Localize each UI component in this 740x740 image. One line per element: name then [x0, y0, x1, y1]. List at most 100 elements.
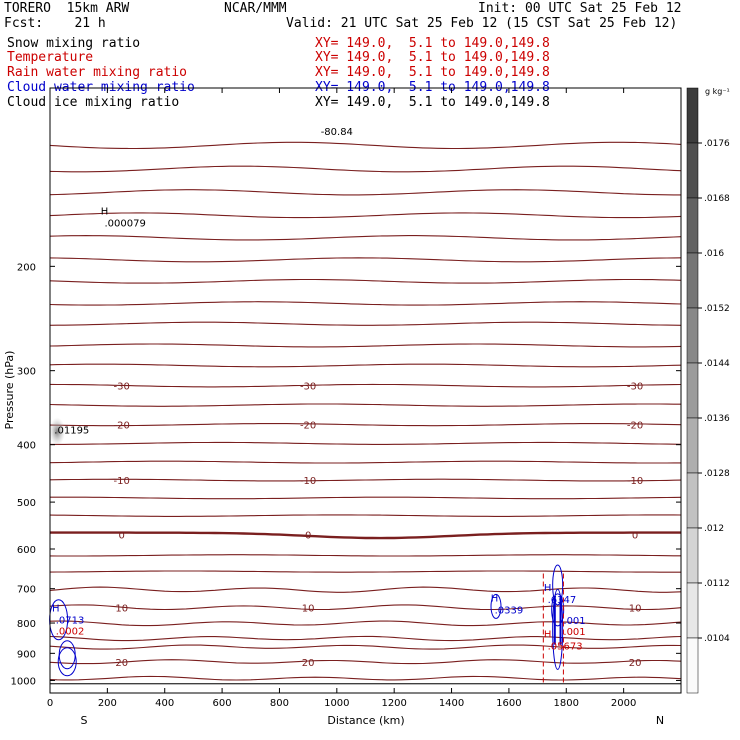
colorbar-label: .0168: [704, 194, 730, 204]
colorbar-label: .016: [704, 249, 724, 259]
isotherm-label: -30: [114, 382, 130, 393]
isotherm-line: [50, 514, 681, 517]
isotherm-label: 10: [302, 603, 315, 614]
cloud-water-contour: [58, 640, 76, 670]
field-rain: Rain water mixing ratio: [7, 65, 188, 80]
isotherm-line: [50, 496, 681, 500]
colorbar-unit: g kg⁻¹: [705, 87, 730, 96]
colorbar-segment: [686, 87, 699, 144]
field-temperature: Temperature: [7, 50, 94, 65]
x-tick-label: 1000: [324, 698, 349, 709]
center-title: NCAR/MMM: [224, 1, 287, 16]
isotherm-line: [50, 278, 681, 284]
extremum-value: .000079: [104, 219, 145, 230]
colorbar-label: .0104: [704, 634, 730, 644]
y-tick-label: 600: [17, 545, 36, 556]
isotherm-label: 10: [629, 603, 642, 614]
isotherm-label: -30: [300, 382, 316, 393]
isotherm-line: [50, 301, 681, 306]
x-tick-label: 800: [270, 698, 289, 709]
extremum-mark: H: [544, 583, 552, 594]
colorbar-segment: [686, 307, 699, 364]
isotherm-line: [50, 363, 681, 368]
isotherm-line: [50, 189, 681, 196]
isotherm-line: [50, 460, 681, 464]
forecast-hour: Fcst: 21 h: [4, 16, 106, 31]
isotherm-line: [50, 212, 681, 219]
colorbar-label: .0128: [704, 469, 730, 479]
y-tick-label: 1000: [11, 676, 36, 687]
x-tick-label: 600: [213, 698, 232, 709]
y-axis-label: Pressure (hPa): [3, 351, 16, 430]
extremum-value: .0002: [56, 627, 85, 638]
isotherm-line: [50, 423, 681, 427]
colorbar-label: .0136: [704, 414, 730, 424]
contour-labels: -30 -30 -30 -20 -20 -20 -10 -10 -10 0 0 0 10 10 10 20 20…: [52, 127, 643, 669]
plot-frame: [49, 87, 682, 694]
extremum-value: .001: [563, 616, 585, 627]
isotherm-line: [50, 321, 681, 326]
isotherm-line: [50, 554, 681, 557]
isotherm-line: [50, 141, 681, 150]
y-tick-label: 400: [17, 441, 36, 452]
isotherm-line: [50, 635, 681, 642]
colorbar-segment: [686, 637, 699, 694]
colorbar-segment: [686, 582, 699, 639]
colorbar-segment: [686, 527, 699, 584]
y-tick-label: 900: [17, 649, 36, 660]
x-axis-label: Distance (km): [327, 714, 404, 727]
valid-time: Valid: 21 UTC Sat 25 Feb 12 (15 CST Sat …: [286, 16, 678, 31]
top-temperature-label: -80.84: [321, 127, 353, 138]
cloud-water-contour: [490, 593, 502, 619]
isotherm-label: -10: [300, 476, 316, 487]
field-cloud-ice: Cloud ice mixing ratio: [7, 95, 180, 110]
extremum-value: .001: [563, 627, 585, 638]
field-cloud-ice-xy: XY= 149.0, 5.1 to 149.0,149.8: [315, 95, 550, 110]
y-tick-label: 800: [17, 619, 36, 630]
isotherm-line: [50, 659, 681, 665]
y-tick-label: 700: [17, 585, 36, 596]
colorbar-segment: [686, 472, 699, 529]
isotherm-line: [50, 478, 681, 482]
isotherm-line: [50, 570, 681, 573]
colorbar: .0176 .0168 .016 .0152 .0144 .0136 .0128 .012 .0…: [686, 87, 730, 694]
cloud-water-contour: [552, 588, 564, 670]
x-tick-label: 200: [98, 698, 117, 709]
isotherm-line: [50, 257, 681, 263]
isotherm-label: 0: [305, 530, 311, 541]
isotherm-label: -10: [627, 476, 643, 487]
isotherm-line: [50, 675, 681, 681]
isotherm-label: -10: [114, 476, 130, 487]
colorbar-label: .0152: [704, 304, 730, 314]
isotherm-line: [50, 343, 681, 348]
isotherm-line: [50, 165, 681, 173]
extremum-mark: H: [101, 207, 109, 218]
isotherm-line: [50, 620, 681, 627]
isotherm-line: [50, 531, 681, 540]
isotherm-label: 20: [115, 658, 128, 669]
field-snow: Snow mixing ratio: [7, 36, 141, 51]
isotherm-line: [50, 235, 681, 241]
colorbar-label: .012: [704, 524, 724, 534]
x-tick-label: 1200: [381, 698, 406, 709]
extremum-value: .0339: [495, 606, 524, 617]
isotherm-label: 10: [115, 603, 128, 614]
colorbar-segment: [686, 252, 699, 309]
hydrometeor-contours: [49, 417, 565, 684]
extremum-value: .0713: [56, 615, 85, 626]
isotherm-label: 0: [632, 530, 638, 541]
isotherm-label: -20: [114, 421, 130, 432]
colorbar-segment: [686, 362, 699, 419]
isotherm-line: [50, 403, 681, 407]
snow-mixing-ratio-max: [49, 417, 66, 446]
isotherm-label: 20: [302, 658, 315, 669]
x-tick-label: 1400: [439, 698, 464, 709]
isotherm-label: 20: [629, 658, 642, 669]
axes: 0 200 400 600 800 1000 1200 1400 1600 1800 2000200…: [11, 88, 681, 709]
field-rain-xy: XY= 149.0, 5.1 to 149.0,149.8: [315, 65, 550, 80]
isotherm-label: -20: [627, 421, 643, 432]
isotherm-line: [50, 586, 681, 593]
extremum-value: .05673: [548, 642, 583, 653]
x-end-label-south: S: [81, 714, 88, 727]
